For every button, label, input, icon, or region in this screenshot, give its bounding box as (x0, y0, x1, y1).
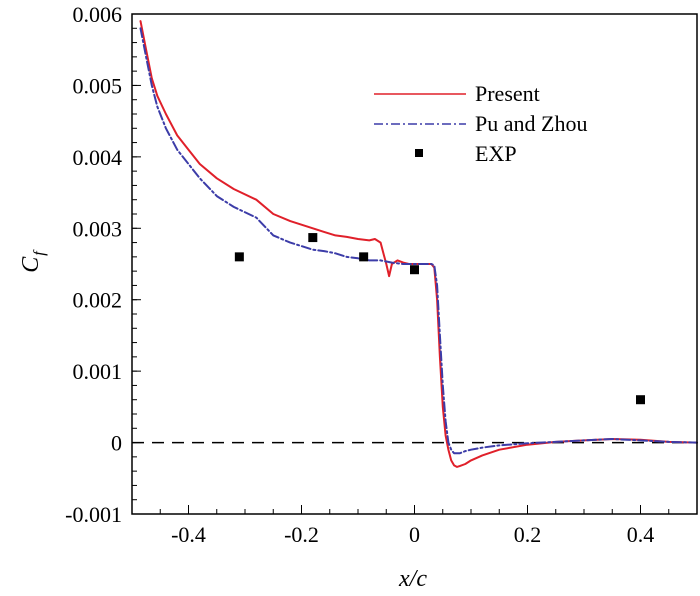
y-axis-label-sub: f (31, 249, 48, 256)
x-tick-labels: -0.4 -0.2 0 0.2 0.4 (171, 522, 654, 547)
x-tick-label-2: 0 (409, 522, 420, 547)
x-axis-label: x/c (398, 566, 427, 592)
y-tick-label-2: 0.001 (73, 359, 123, 384)
exp-point-3 (410, 265, 419, 275)
exp-point-1 (308, 233, 318, 243)
y-axis-label: Cf (18, 249, 48, 273)
exp-point-4 (636, 395, 645, 405)
series-line-pu-and-zhou (139, 27, 698, 455)
y-tick-label-7: 0.006 (73, 2, 123, 27)
plot-frame (131, 13, 698, 515)
series-line-present (139, 20, 698, 468)
x-tick-label-3: 0.2 (514, 522, 542, 547)
y-tick-label-5: 0.004 (73, 145, 123, 170)
legend-label-present: Present (475, 81, 540, 106)
x-tick-label-1: -0.2 (284, 522, 319, 547)
exp-point-2 (359, 252, 369, 262)
y-tick-label-0: -0.001 (65, 502, 122, 527)
y-tick-labels: -0.001 0 0.001 0.002 0.003 0.004 0.005 0.006 (65, 2, 122, 527)
y-tick-label-4: 0.003 (73, 216, 123, 241)
legend: Present Pu and Zhou EXP (374, 81, 587, 166)
y-tick-label-3: 0.002 (73, 288, 123, 313)
y-tick-label-6: 0.005 (73, 73, 123, 98)
x-tick-label-4: 0.4 (627, 522, 655, 547)
series-layer (139, 20, 698, 468)
x-tick-label-0: -0.4 (171, 522, 206, 547)
y-axis-label-main: C (18, 256, 44, 273)
legend-label-pu-and-zhou: Pu and Zhou (475, 111, 587, 136)
svg-text:Cf: Cf (18, 249, 48, 273)
exp-scatter-layer (234, 233, 645, 405)
legend-label-exp: EXP (475, 141, 517, 166)
exp-point-0 (234, 252, 244, 262)
legend-marker-exp (415, 149, 423, 157)
y-tick-label-1: 0 (111, 431, 122, 456)
